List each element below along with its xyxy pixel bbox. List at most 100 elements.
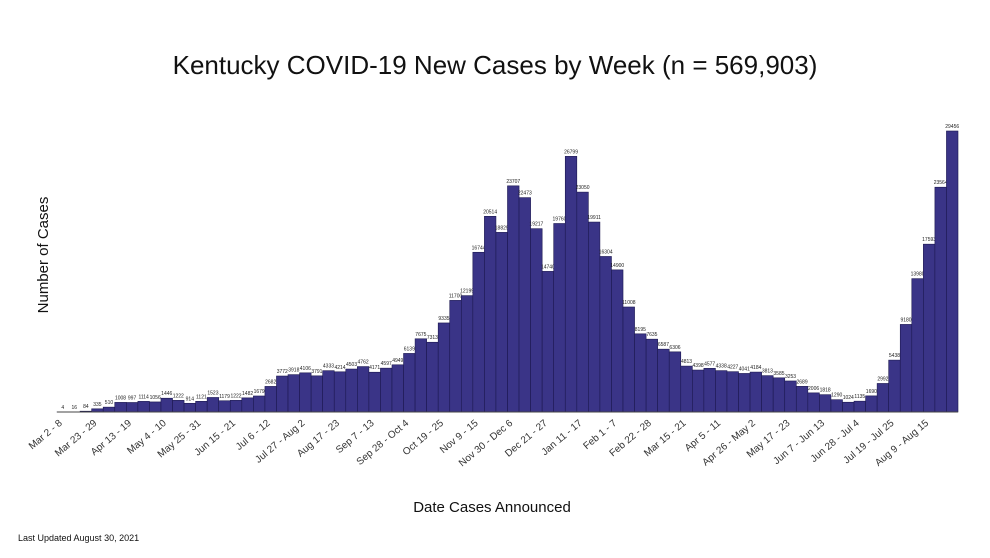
value-label: 4577: [704, 361, 715, 367]
value-label: 4227: [727, 365, 738, 371]
bar: [206, 397, 220, 413]
value-label: 4041: [739, 366, 750, 372]
bar: [241, 397, 254, 413]
value-label: 4214: [334, 365, 345, 371]
value-label: 6587: [658, 342, 669, 348]
value-label: 2006: [808, 386, 819, 392]
value-label: 11008: [622, 300, 636, 306]
value-label: 7313: [427, 335, 438, 341]
value-label: 16: [72, 405, 78, 411]
value-label: 3813: [762, 369, 773, 375]
value-label: 14900: [610, 263, 624, 269]
value-label: 1114: [138, 394, 149, 400]
value-label: 8195: [635, 327, 646, 333]
value-label: 2689: [796, 379, 807, 385]
bar: [842, 401, 855, 413]
bar: [680, 365, 693, 413]
value-label: 510: [105, 400, 114, 406]
bar: [229, 400, 243, 413]
bar: [876, 383, 889, 413]
bar: [518, 197, 531, 413]
value-label: 19760: [553, 216, 567, 222]
value-label: 13980: [911, 272, 925, 278]
value-label: 9180: [900, 317, 911, 323]
value-label: 7635: [646, 332, 657, 338]
value-label: 4503: [346, 362, 357, 368]
value-label: 4184: [750, 365, 761, 371]
bar: [599, 256, 612, 413]
footnote: Last Updated August 30, 2021: [18, 533, 139, 543]
value-label: 1135: [854, 394, 865, 400]
bar: [460, 295, 474, 413]
value-label: 7675: [415, 332, 426, 338]
bar: [114, 402, 127, 413]
bar: [645, 338, 658, 413]
value-label: 23564: [934, 180, 948, 186]
value-label: 3791: [311, 369, 322, 375]
bar: [795, 386, 809, 413]
value-label: 1121: [196, 394, 207, 400]
bar: [472, 251, 485, 413]
bar: [333, 371, 347, 413]
value-label: 4597: [381, 361, 392, 367]
bar: [749, 371, 762, 413]
value-label: 2682: [265, 379, 276, 385]
bar: [541, 271, 555, 413]
value-label: 4949: [392, 358, 403, 364]
value-label: 1179: [219, 394, 230, 400]
bar: [553, 223, 566, 413]
bar: [218, 400, 231, 413]
bar: [368, 371, 381, 413]
bar: [923, 243, 936, 413]
value-label: 11700: [449, 293, 463, 299]
value-label: 5438: [889, 353, 900, 359]
bar: [126, 402, 139, 413]
value-label: 4398: [693, 363, 704, 369]
value-label: 1290: [831, 393, 842, 399]
value-label: 1446: [161, 391, 172, 397]
value-label: 4338: [716, 364, 727, 370]
value-label: 20514: [483, 209, 497, 215]
x-axis-label: Date Cases Announced: [413, 499, 571, 516]
bar: [380, 367, 393, 413]
bar: [772, 377, 786, 413]
value-label: 9335: [438, 316, 449, 322]
bar: [784, 380, 797, 413]
value-label: 4: [61, 405, 64, 411]
value-label: 17593: [922, 237, 936, 243]
bar: [495, 232, 508, 413]
value-label: 1818: [820, 388, 831, 394]
bar: [622, 306, 635, 413]
bar: [310, 375, 323, 413]
bar: [507, 185, 520, 413]
bar: [715, 370, 728, 413]
value-label: 6306: [669, 345, 680, 351]
bar: [819, 394, 832, 413]
bar: [634, 333, 647, 413]
bar: [287, 374, 300, 413]
bar: [576, 191, 589, 413]
value-label: 14740: [541, 264, 555, 270]
bar: [322, 370, 335, 413]
value-label: 4333: [323, 364, 334, 370]
bar: [195, 401, 208, 413]
bar: [946, 130, 959, 413]
bar: [102, 406, 116, 413]
value-label: 6139: [404, 346, 415, 352]
value-label: 29456: [945, 124, 959, 130]
value-label: 23707: [506, 179, 520, 185]
value-label: 1008: [115, 395, 126, 401]
value-label: 4762: [358, 360, 369, 366]
value-label: 19217: [529, 222, 543, 228]
bar: [299, 372, 312, 413]
value-label: 16744: [472, 245, 486, 251]
bar: [149, 401, 162, 413]
bar: [853, 400, 866, 413]
bar: [761, 375, 774, 413]
value-label: 997: [128, 395, 137, 401]
value-label: 4171: [369, 365, 380, 371]
value-label: 16304: [599, 249, 613, 255]
bar: [657, 348, 670, 413]
bar: [899, 324, 913, 413]
bar: [414, 338, 427, 413]
